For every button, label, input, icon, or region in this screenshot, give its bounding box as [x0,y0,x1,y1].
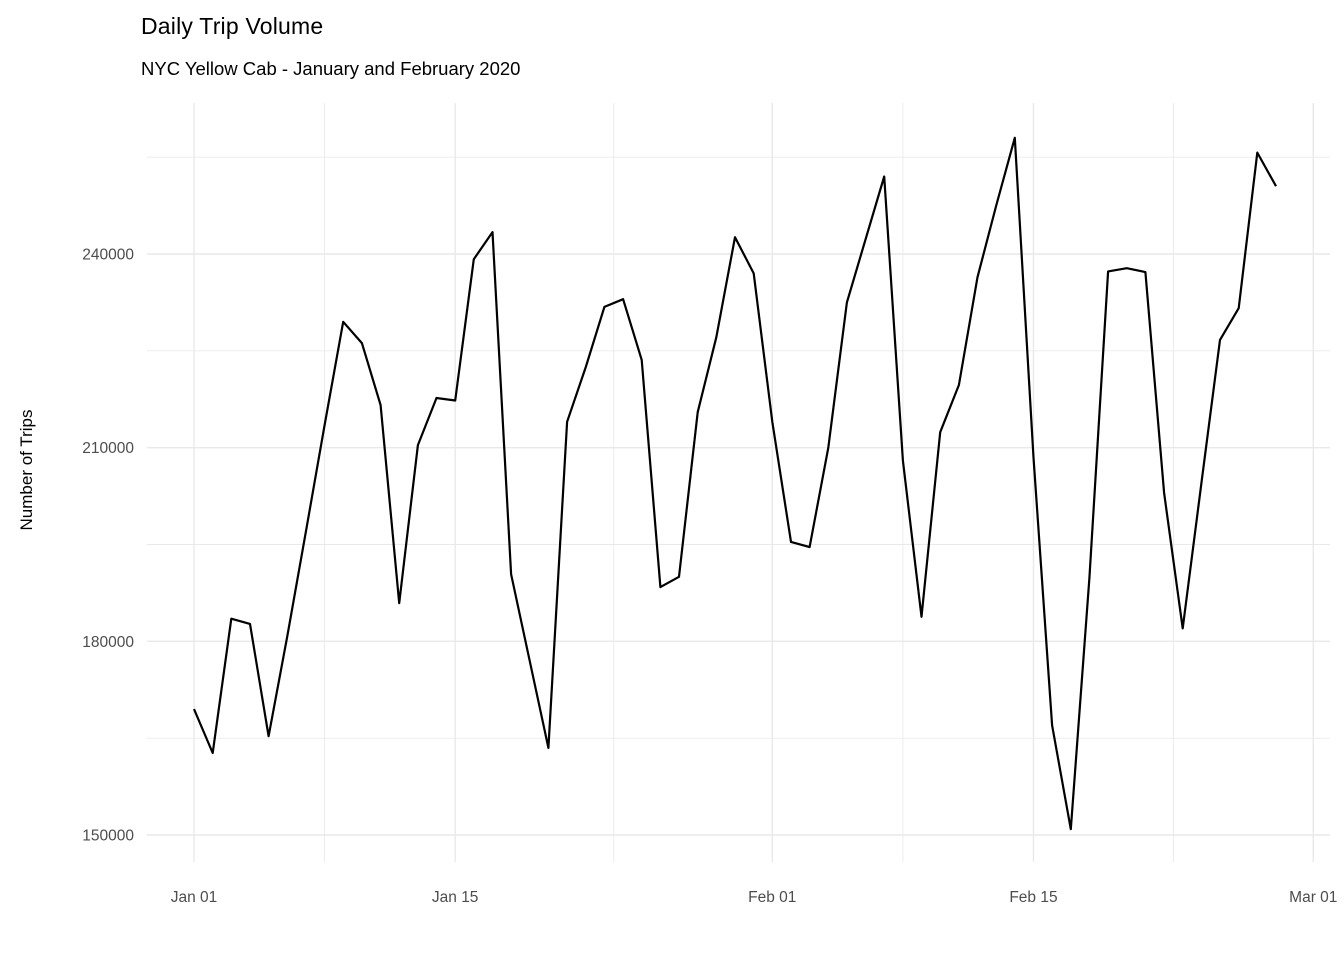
y-tick-label: 180000 [82,634,134,651]
x-tick-label: Feb 15 [1009,889,1057,906]
y-tick-label: 150000 [82,828,134,845]
x-tick-label: Feb 01 [748,889,796,906]
x-tick-label: Jan 01 [171,889,218,906]
trip-volume-line [192,136,1277,831]
chart-subtitle: NYC Yellow Cab - January and February 20… [141,58,521,79]
x-tick-label: Mar 01 [1289,889,1337,906]
y-tick-label: 240000 [82,247,134,264]
y-tick-label: 210000 [82,440,134,457]
chart-title: Daily Trip Volume [141,13,324,39]
x-tick-label: Jan 15 [432,889,479,906]
